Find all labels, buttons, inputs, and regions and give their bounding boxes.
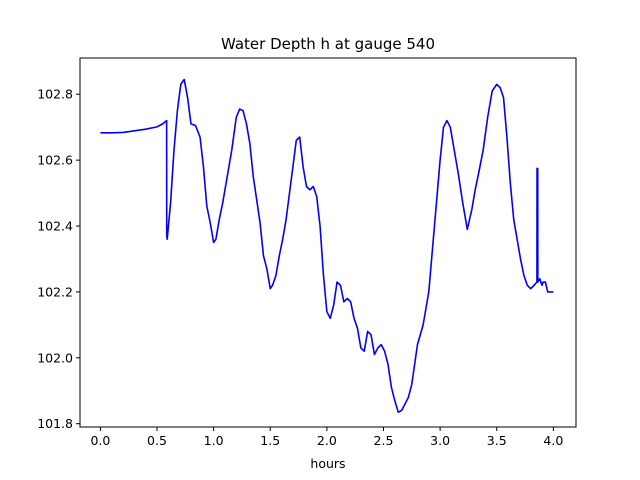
plot-area bbox=[100, 78, 554, 413]
x-axis-label: hours bbox=[310, 456, 345, 471]
y-tick-label: 102.8 bbox=[37, 87, 73, 102]
series-line-1 bbox=[100, 78, 554, 413]
x-tick-label: 4.0 bbox=[543, 433, 563, 448]
x-tick-label: 2.0 bbox=[317, 433, 337, 448]
y-tick-label: 102.0 bbox=[37, 350, 73, 365]
y-tick-label: 102.2 bbox=[37, 284, 73, 299]
x-tick-label: 3.0 bbox=[430, 433, 450, 448]
x-tick-label: 0.0 bbox=[90, 433, 110, 448]
x-tick-label: 1.0 bbox=[204, 433, 224, 448]
x-axis: 0.0 0.5 1.0 1.5 2.0 2.5 3.0 3.5 4.0 bbox=[90, 427, 563, 448]
chart-title: Water Depth h at gauge 540 bbox=[221, 35, 435, 53]
plot-frame bbox=[79, 57, 577, 428]
y-tick-label: 102.6 bbox=[37, 153, 73, 168]
y-tick-label: 102.4 bbox=[37, 219, 73, 234]
x-tick-label: 3.5 bbox=[487, 433, 507, 448]
x-tick-label: 2.5 bbox=[374, 433, 394, 448]
x-tick-label: 1.5 bbox=[260, 433, 280, 448]
x-tick-label: 0.5 bbox=[147, 433, 167, 448]
y-tick-label: 101.8 bbox=[37, 416, 73, 431]
y-axis: 101.8 102.0 102.2 102.4 102.6 102.8 bbox=[37, 87, 80, 431]
